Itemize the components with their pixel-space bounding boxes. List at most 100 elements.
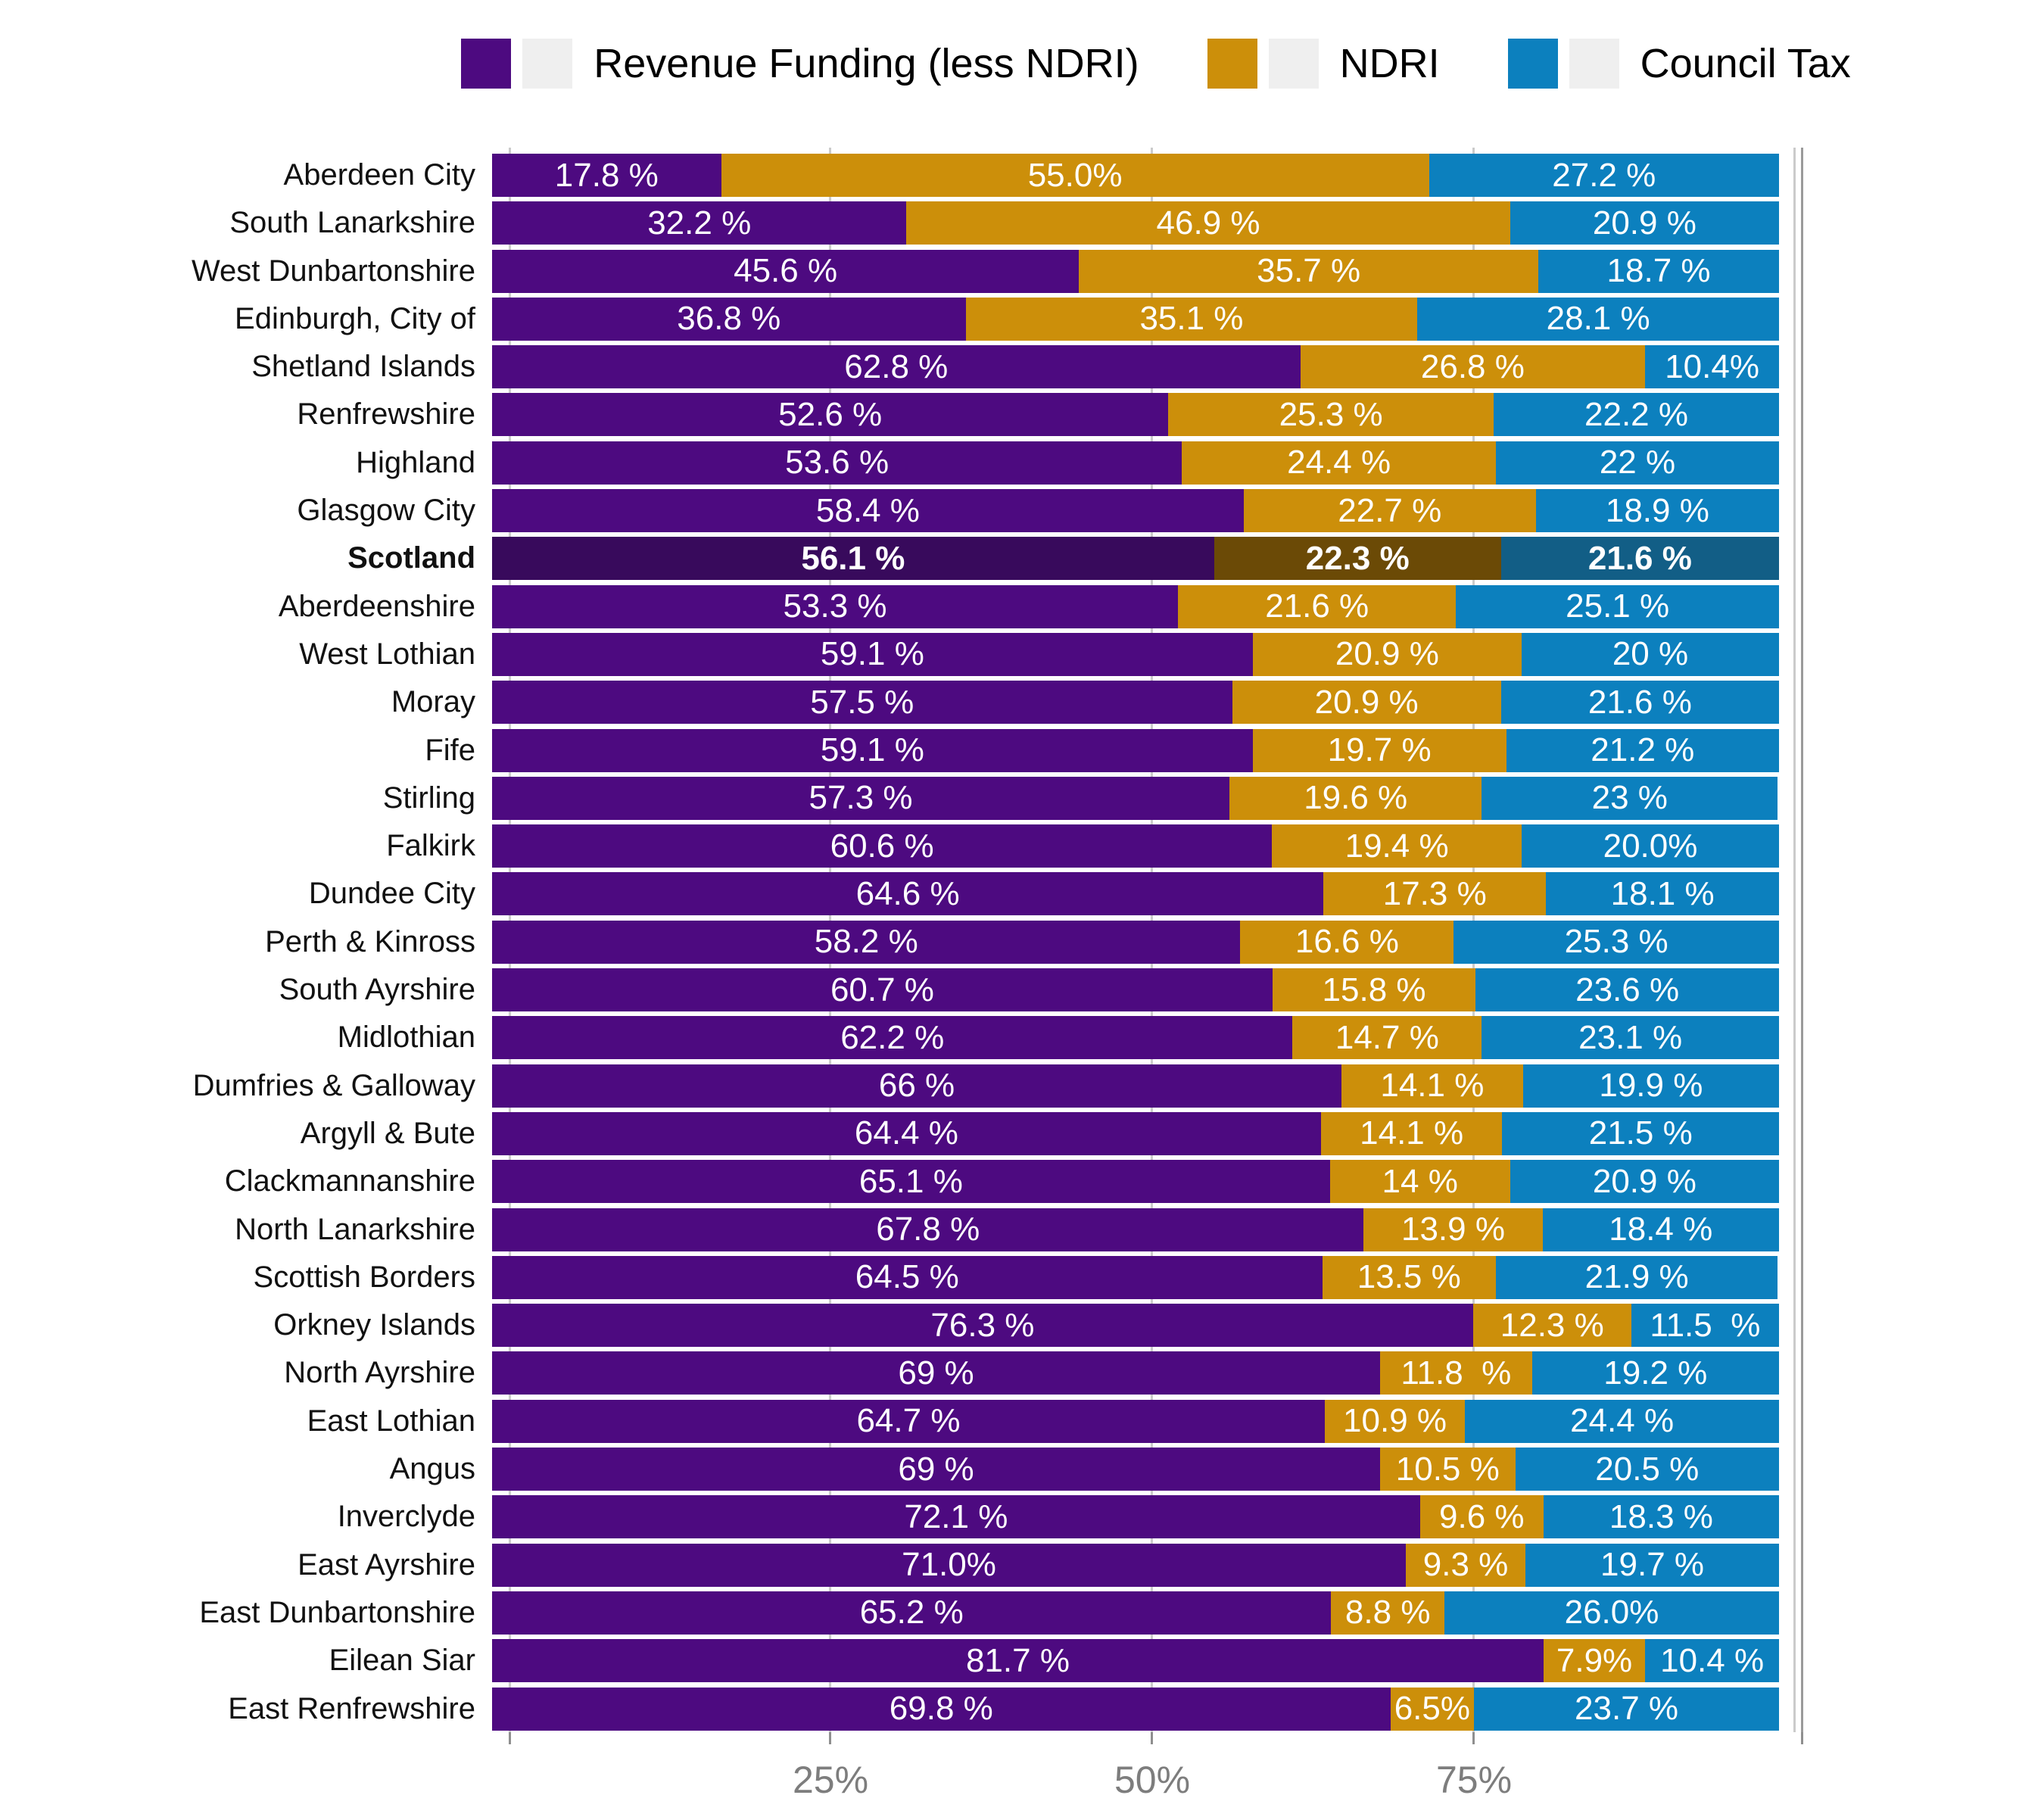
chart-row: East Lothian 64.7 % 10.9 % 24.4 % xyxy=(0,1399,1796,1443)
category-label: North Lanarkshire xyxy=(235,1212,475,1246)
bar-value-label: 22.2 % xyxy=(1584,395,1688,433)
category-label: Dundee City xyxy=(308,877,475,911)
bar-value-label: 57.3 % xyxy=(809,779,913,817)
bar-segment-council-tax: 18.7 % xyxy=(1538,249,1779,293)
bar-segment-ndri: 10.9 % xyxy=(1324,1399,1466,1443)
bar-segment-revenue-funding: 72.1 % xyxy=(492,1495,1420,1539)
bar-value-label: 15.8 % xyxy=(1322,971,1426,1008)
bar-segment-council-tax: 18.3 % xyxy=(1543,1495,1779,1539)
bar-value-label: 11.5 % xyxy=(1650,1306,1761,1344)
legend-label: NDRI xyxy=(1339,41,1440,86)
bar-value-label: 14.1 % xyxy=(1380,1067,1485,1105)
bar-track: 81.7 % 7.9% 10.4 % xyxy=(492,1639,1779,1683)
bar-value-label: 19.9 % xyxy=(1599,1067,1703,1105)
chart-row: Midlothian 62.2 % 14.7 % 23.1 % xyxy=(0,1016,1796,1060)
bar-value-label: 58.2 % xyxy=(814,923,918,961)
chart-row: Falkirk 60.6 % 19.4 % 20.0% xyxy=(0,824,1796,868)
bar-segment-council-tax: 10.4 % xyxy=(1645,1639,1779,1683)
legend-item-ndri: NDRI xyxy=(1207,39,1440,89)
chart-row: East Ayrshire 71.0% 9.3 % 19.7 % xyxy=(0,1543,1796,1587)
bar-value-label: 18.4 % xyxy=(1609,1211,1713,1248)
category-label: Glasgow City xyxy=(297,494,475,528)
bar-track: 60.7 % 15.8 % 23.6 % xyxy=(492,968,1779,1012)
bar-track: 69 % 11.8 % 19.2 % xyxy=(492,1351,1779,1395)
bar-track: 53.6 % 24.4 % 22 % xyxy=(492,441,1779,485)
bar-segment-ndri: 9.3 % xyxy=(1406,1543,1526,1587)
bar-value-label: 19.4 % xyxy=(1344,827,1449,865)
bar-segment-revenue-funding: 64.4 % xyxy=(492,1111,1321,1155)
bar-segment-ndri: 13.9 % xyxy=(1363,1208,1543,1251)
chart-row: South Ayrshire 60.7 % 15.8 % 23.6 % xyxy=(0,968,1796,1012)
chart-row: Aberdeenshire 53.3 % 21.6 % 25.1 % xyxy=(0,584,1796,628)
bar-segment-revenue-funding: 71.0% xyxy=(492,1543,1406,1587)
bar-segment-ndri: 6.5% xyxy=(1390,1687,1475,1731)
bar-value-label: 53.6 % xyxy=(785,444,890,481)
bar-track: 66 % 14.1 % 19.9 % xyxy=(492,1064,1779,1108)
ndri-swatch-icon xyxy=(1207,39,1257,89)
bar-segment-revenue-funding: 62.2 % xyxy=(492,1016,1293,1060)
bar-value-label: 56.1 % xyxy=(801,539,905,577)
chart-row: Clackmannanshire 65.1 % 14 % 20.9 % xyxy=(0,1160,1796,1204)
bar-segment-ndri: 7.9% xyxy=(1543,1639,1646,1683)
bar-value-label: 21.6 % xyxy=(1587,539,1692,577)
bar-value-label: 22.7 % xyxy=(1338,491,1442,529)
category-label: West Dunbartonshire xyxy=(192,254,475,288)
bar-segment-ndri: 25.3 % xyxy=(1168,393,1494,437)
chart-row: Scotland 56.1 % 22.3 % 21.6 % xyxy=(0,537,1796,581)
category-label: Scotland xyxy=(347,541,475,575)
bar-value-label: 69 % xyxy=(898,1354,974,1391)
bar-value-label: 35.7 % xyxy=(1257,252,1361,290)
bar-value-label: 11.8 % xyxy=(1401,1354,1512,1391)
chart-row: North Ayrshire 69 % 11.8 % 19.2 % xyxy=(0,1351,1796,1395)
chart-row: Moray 57.5 % 20.9 % 21.6 % xyxy=(0,681,1796,725)
bar-segment-council-tax: 25.1 % xyxy=(1456,584,1779,628)
bar-value-label: 46.9 % xyxy=(1156,204,1260,242)
bar-segment-revenue-funding: 57.3 % xyxy=(492,776,1230,820)
bar-value-label: 23.6 % xyxy=(1575,971,1680,1008)
bar-segment-council-tax: 23 % xyxy=(1482,776,1778,820)
bar-segment-council-tax: 19.2 % xyxy=(1531,1351,1779,1395)
bar-segment-revenue-funding: 57.5 % xyxy=(492,681,1232,725)
chart-row: East Renfrewshire 69.8 % 6.5% 23.7 % xyxy=(0,1687,1796,1731)
bar-segment-revenue-funding: 64.7 % xyxy=(492,1399,1325,1443)
category-label: Argyll & Bute xyxy=(300,1116,475,1150)
bar-track: 69 % 10.5 % 20.5 % xyxy=(492,1448,1779,1491)
bar-segment-revenue-funding: 65.1 % xyxy=(492,1160,1330,1204)
bar-value-label: 22.3 % xyxy=(1305,539,1410,577)
bar-value-label: 14.1 % xyxy=(1360,1114,1464,1152)
bar-track: 53.3 % 21.6 % 25.1 % xyxy=(492,584,1779,628)
bar-segment-council-tax: 21.2 % xyxy=(1506,728,1779,772)
axis-tick-label-25: 25% xyxy=(792,1759,869,1801)
axis-tick-75pct xyxy=(1472,1732,1475,1744)
chart-row: Shetland Islands 62.8 % 26.8 % 10.4% xyxy=(0,345,1796,389)
bar-value-label: 21.2 % xyxy=(1591,731,1695,769)
bar-segment-council-tax: 21.6 % xyxy=(1500,537,1779,581)
bar-value-label: 9.3 % xyxy=(1422,1546,1509,1584)
bar-segment-revenue-funding: 58.4 % xyxy=(492,489,1244,533)
legend-item-council-tax: Council Tax xyxy=(1507,39,1851,89)
bar-segment-revenue-funding: 58.2 % xyxy=(492,920,1241,964)
bar-value-label: 69 % xyxy=(898,1450,974,1488)
bar-segment-ndri: 35.7 % xyxy=(1079,249,1539,293)
bar-segment-council-tax: 24.4 % xyxy=(1465,1399,1779,1443)
bar-value-label: 18.9 % xyxy=(1605,491,1709,529)
bar-track: 32.2 % 46.9 % 20.9 % xyxy=(492,201,1779,245)
legend: Revenue Funding (less NDRI) NDRI Council… xyxy=(461,32,1851,95)
bar-track: 71.0% 9.3 % 19.7 % xyxy=(492,1543,1779,1587)
chart-row: Glasgow City 58.4 % 22.7 % 18.9 % xyxy=(0,489,1796,533)
bar-segment-revenue-funding: 52.6 % xyxy=(492,393,1169,437)
revenue-funding-swatch-icon xyxy=(461,39,512,89)
chart-row: South Lanarkshire 32.2 % 46.9 % 20.9 % xyxy=(0,201,1796,245)
bar-value-label: 71.0% xyxy=(902,1546,996,1584)
bar-segment-council-tax: 11.5 % xyxy=(1631,1304,1779,1348)
bar-segment-council-tax: 23.6 % xyxy=(1475,968,1779,1012)
bar-segment-ndri: 14 % xyxy=(1329,1160,1510,1204)
category-label: North Ayrshire xyxy=(284,1356,475,1390)
bar-value-label: 10.9 % xyxy=(1343,1402,1447,1440)
chart-row: North Lanarkshire 67.8 % 13.9 % 18.4 % xyxy=(0,1208,1796,1251)
bar-value-label: 7.9% xyxy=(1556,1641,1633,1679)
bar-value-label: 20.9 % xyxy=(1314,683,1419,721)
bar-segment-ndri: 16.6 % xyxy=(1240,920,1454,964)
bar-track: 67.8 % 13.9 % 18.4 % xyxy=(492,1208,1779,1251)
